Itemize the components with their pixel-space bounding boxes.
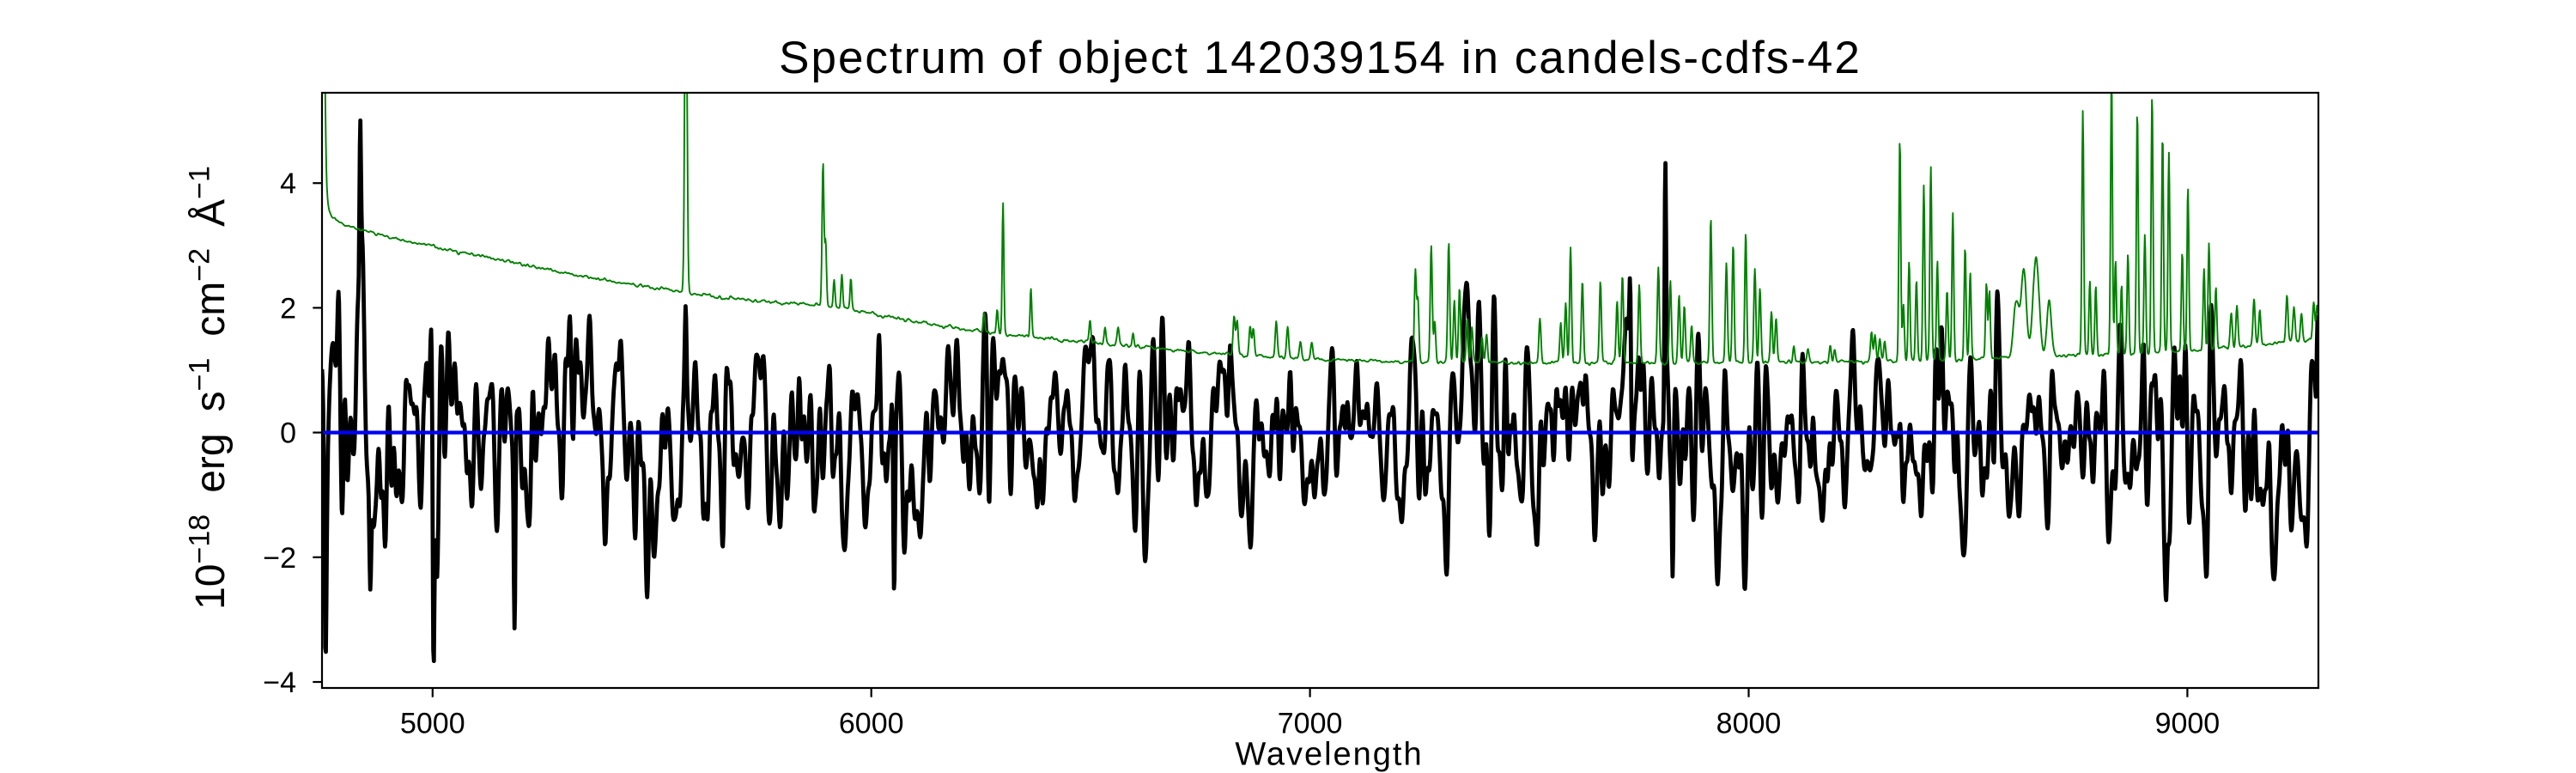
svg-text:9000: 9000 — [2155, 708, 2221, 740]
svg-text:Å: Å — [188, 199, 234, 227]
svg-text:−1: −1 — [183, 166, 216, 199]
svg-text:−2: −2 — [183, 248, 216, 282]
svg-text:Wavelength: Wavelength — [1235, 737, 1423, 773]
svg-text:erg: erg — [188, 433, 234, 492]
svg-text:Spectrum of object 142039154 i: Spectrum of object 142039154 in candels-… — [779, 33, 1862, 83]
svg-text:s: s — [188, 391, 234, 411]
svg-text:7000: 7000 — [1278, 708, 1343, 740]
svg-text:−1: −1 — [183, 358, 216, 392]
svg-text:6000: 6000 — [839, 708, 904, 740]
svg-text:4: 4 — [280, 167, 296, 200]
svg-text:10: 10 — [188, 564, 234, 610]
svg-text:−2: −2 — [263, 542, 296, 575]
svg-text:cm: cm — [188, 282, 234, 337]
svg-text:−18: −18 — [183, 514, 216, 564]
svg-text:2: 2 — [280, 292, 296, 325]
svg-text:−4: −4 — [263, 666, 296, 699]
svg-text:0: 0 — [280, 417, 296, 450]
svg-text:8000: 8000 — [1716, 708, 1782, 740]
svg-text:5000: 5000 — [400, 708, 465, 740]
